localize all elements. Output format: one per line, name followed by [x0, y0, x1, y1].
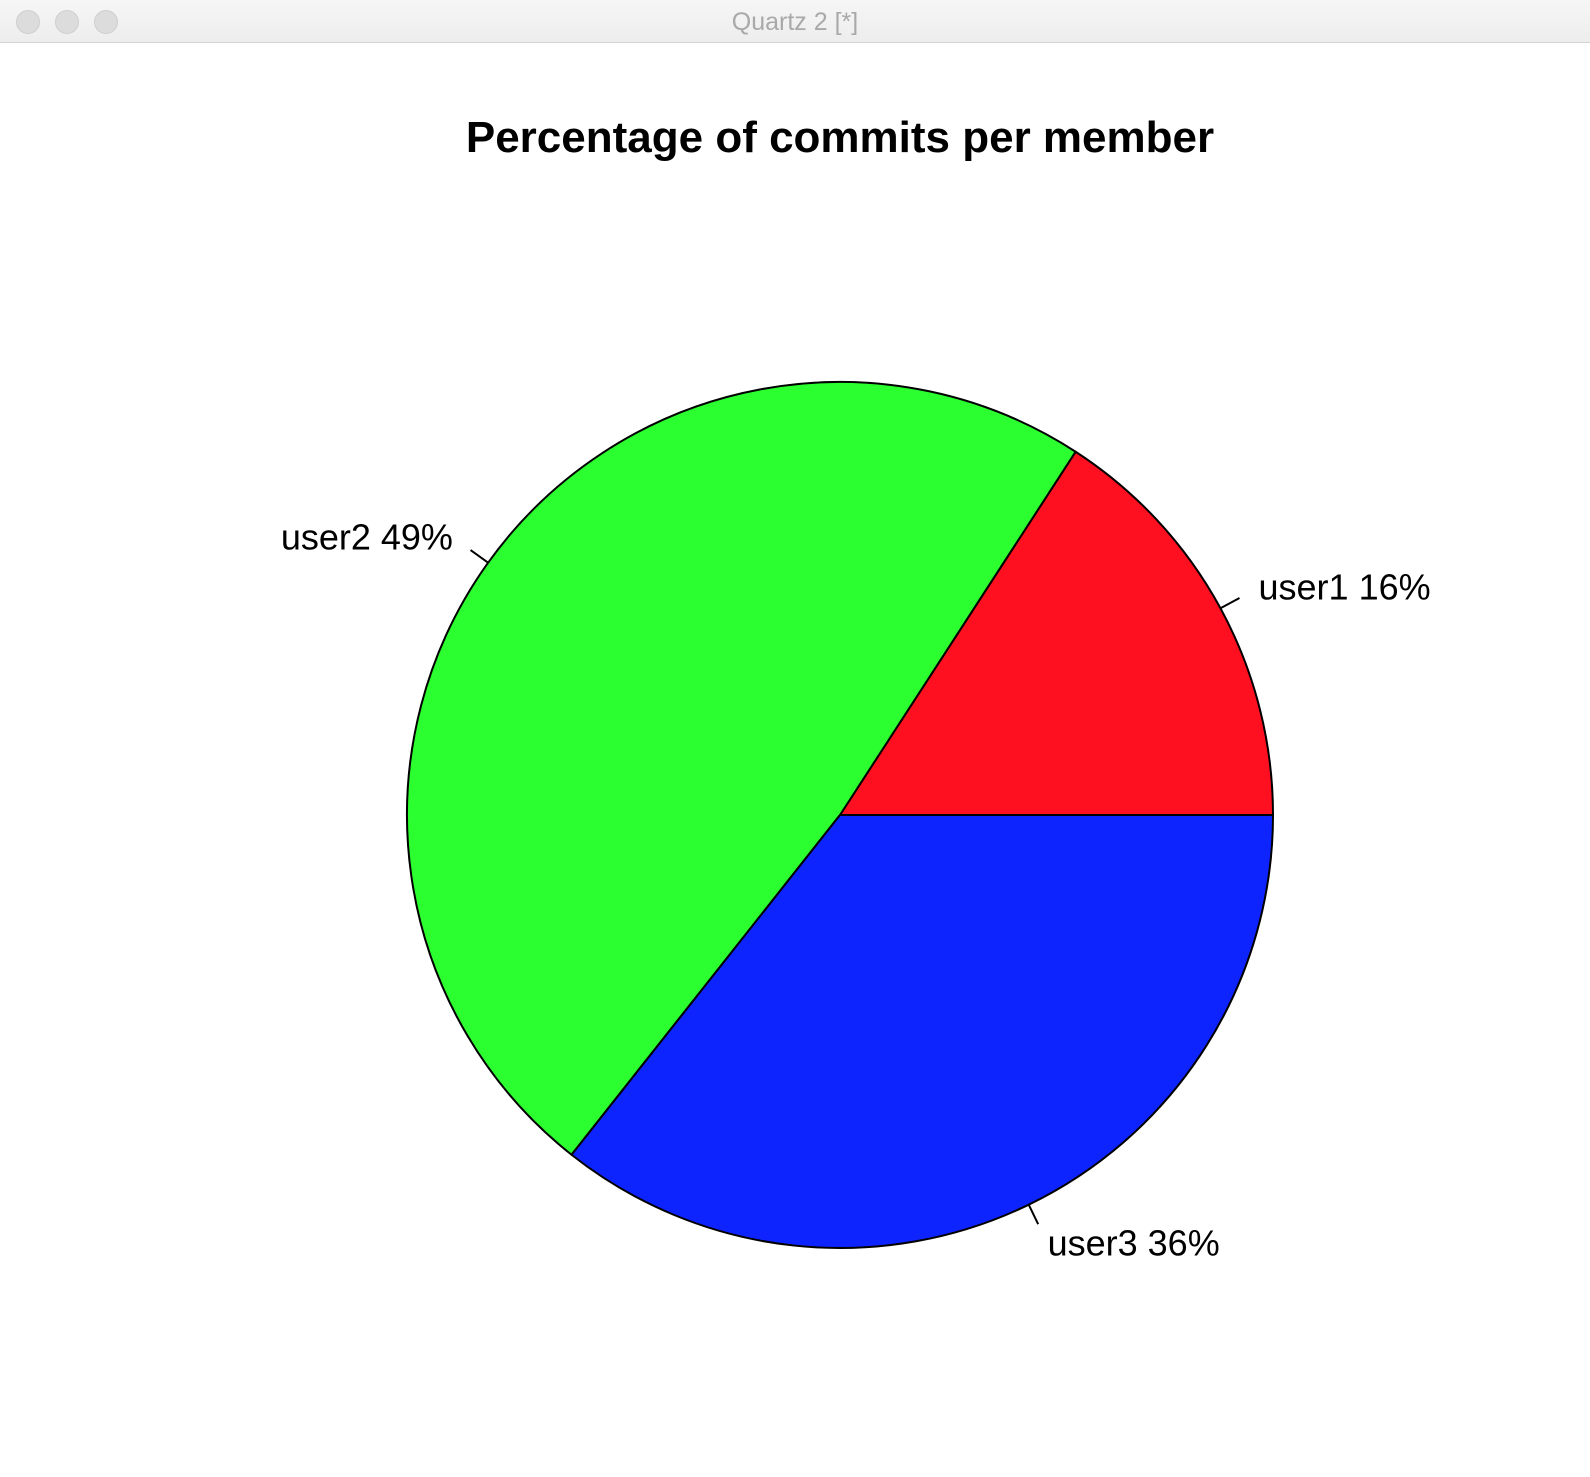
- pie-slice-user1: [839, 450, 1274, 816]
- window-title: Quartz 2 [*]: [731, 8, 859, 36]
- pie-label-user2: user2 49%: [281, 516, 453, 557]
- plot-area: Percentage of commits per member user1 1…: [0, 43, 1590, 1472]
- pie-chart: Percentage of commits per member user1 1…: [281, 113, 1431, 1264]
- zoom-window-button[interactable]: [94, 10, 118, 34]
- pie-label-ticks: [469, 549, 1240, 1225]
- pie-tick-user3: [1027, 1204, 1040, 1225]
- chart-title: Percentage of commits per member: [466, 113, 1214, 162]
- pie-label-user1: user1 16%: [1259, 567, 1431, 608]
- pie-slice-user3: [570, 814, 1274, 1249]
- window-titlebar[interactable]: Quartz 2 [*]: [0, 0, 1590, 43]
- pie-slice-user2: [406, 381, 1077, 1156]
- minimize-window-button[interactable]: [55, 10, 79, 34]
- pie-slices: [406, 381, 1274, 1249]
- pie-label-user3: user3 36%: [1048, 1223, 1220, 1264]
- pie-tick-user1: [1219, 597, 1240, 610]
- close-window-button[interactable]: [16, 10, 40, 34]
- pie-labels: user1 16% user2 49% user3 36%: [281, 516, 1431, 1263]
- pie-tick-user2: [469, 549, 489, 564]
